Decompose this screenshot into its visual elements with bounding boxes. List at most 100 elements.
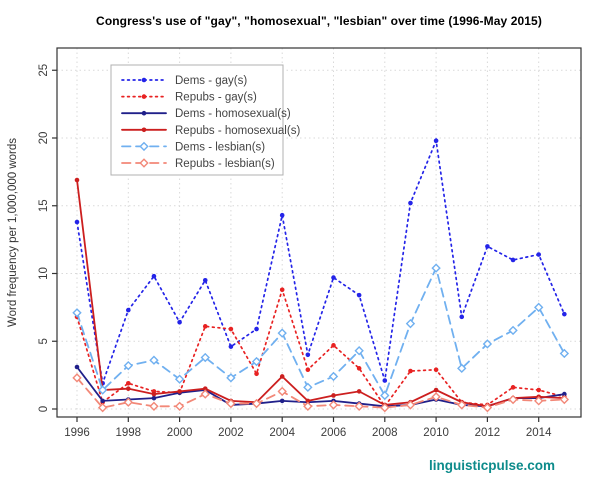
open-diamond-marker [559,348,570,359]
open-diamond-marker [534,302,544,313]
open-diamond-marker [431,392,441,402]
legend-label: Dems - homosexual(s) [175,108,291,120]
series-repubs-lesbian-s [72,373,570,413]
open-diamond-marker [149,355,159,365]
series-repubs-gay-s [74,286,567,409]
x-tick-label: 2006 [321,427,347,439]
filled-circle-marker [141,77,147,83]
legend-entry: Dems - lesbian(s) [121,141,265,153]
legend-entry: Dems - homosexual(s) [121,108,291,120]
plot-box [56,47,582,418]
open-diamond-marker [251,356,262,367]
legend-label: Dems - lesbian(s) [175,141,265,153]
legend: Dems - gay(s) Repubs - gay(s) Dems - homos… [110,64,300,176]
filled-circle-marker [151,273,157,279]
filled-circle-marker [279,287,285,293]
filled-circle-marker [202,386,208,391]
x-tick-label: 1998 [116,427,142,439]
open-diamond-marker [277,328,287,338]
y-tick-label: 5 [38,338,50,344]
open-diamond-marker [457,400,467,410]
legend-box [110,64,284,176]
filled-circle-marker [177,389,182,394]
series-line [76,286,566,408]
y-tick-label: 15 [38,199,50,212]
open-diamond-marker [72,308,82,318]
open-diamond-marker [97,402,108,413]
open-diamond-marker [200,352,210,363]
open-diamond-marker [97,385,108,395]
open-diamond-marker [482,402,493,413]
legend-entry: Repubs - gay(s) [121,92,257,104]
x-tick-label: 2000 [167,427,193,439]
open-diamond-marker [380,402,390,413]
series-line [76,366,566,408]
filled-circle-marker [356,292,362,298]
filled-circle-marker [382,378,388,383]
open-diamond-marker [200,389,210,399]
filled-circle-marker [254,371,259,377]
y-tick-label: 10 [38,267,50,280]
filled-circle-marker [433,367,439,373]
filled-circle-marker [536,387,541,393]
filled-circle-marker [433,138,439,144]
filled-circle-marker [151,391,157,397]
x-tick-label: 2008 [372,427,398,439]
series-repubs-homosexual-s [74,177,567,409]
x-tick-label: 2014 [526,427,552,439]
open-diamond-marker [277,386,287,397]
filled-circle-marker [126,307,131,313]
filled-circle-marker [126,380,131,386]
open-diamond-marker [303,401,313,411]
filled-circle-marker [74,177,80,183]
legend-entry: Dems - gay(s) [121,75,247,87]
filled-circle-marker [356,389,362,394]
filled-circle-marker [141,127,147,133]
filled-circle-marker [141,110,147,116]
open-diamond-marker [123,360,133,371]
filled-circle-marker [279,374,285,379]
open-diamond-marker [251,398,262,409]
y-tick-label: 20 [38,132,50,145]
filled-circle-marker [254,326,259,332]
open-diamond-marker [354,346,364,356]
filled-circle-marker [228,344,234,349]
open-diamond-marker [149,401,159,411]
x-tick-label: 2010 [423,427,449,439]
y-axis: 0 5 10 15 20 25 [38,64,57,412]
filled-circle-marker [305,398,311,404]
x-tick-label: 2012 [475,427,501,439]
filled-circle-marker [74,364,80,370]
open-diamond-marker [139,141,149,152]
open-diamond-marker [328,400,339,410]
filled-circle-marker [356,366,362,371]
open-diamond-marker [174,401,185,411]
open-diamond-marker [354,401,364,411]
open-diamond-marker [405,400,416,410]
open-diamond-marker [380,390,390,401]
filled-circle-marker [202,324,208,329]
filled-circle-marker [536,252,541,257]
x-axis: 1996 1998 2000 2002 2004 2006 2008 2010 2012 2014 [64,417,552,439]
open-diamond-marker [139,158,149,168]
filled-circle-marker [202,277,208,283]
legend-label: Dems - gay(s) [175,75,247,87]
filled-circle-marker [562,391,567,397]
open-diamond-marker [174,374,185,384]
filled-circle-marker [433,387,439,393]
y-axis-title: Word frequency per 1,000,000 words [7,138,19,327]
filled-circle-marker [305,367,311,373]
open-diamond-marker [72,373,82,383]
open-diamond-marker [457,363,467,374]
legend-label: Repubs - lesbian(s) [175,158,275,170]
filled-circle-marker [331,343,336,348]
x-tick-label: 1996 [64,427,90,439]
filled-circle-marker [305,352,311,358]
series-line [76,137,566,384]
filled-circle-marker [331,393,336,398]
filled-circle-marker [126,386,131,391]
legend-label: Repubs - gay(s) [175,92,257,104]
legend-label: Repubs - homosexual(s) [175,125,300,137]
